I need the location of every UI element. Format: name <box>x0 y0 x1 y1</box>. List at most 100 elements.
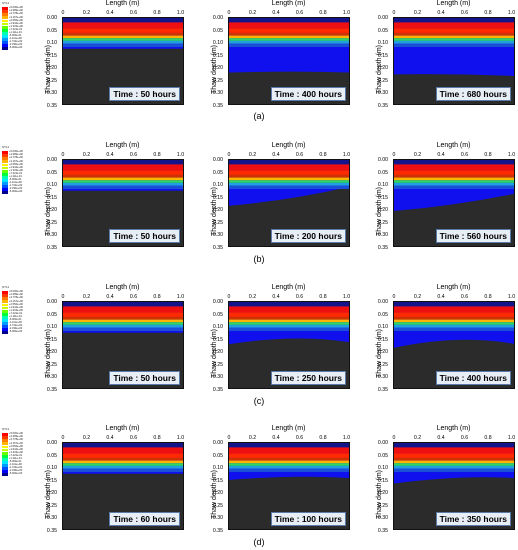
temperature-band <box>229 302 349 307</box>
y-tick-label: 0.10 <box>46 40 57 46</box>
x-tick-label: 0 <box>61 435 65 441</box>
y-tick-label: 0.10 <box>46 465 57 471</box>
x-tick-label: 1.0 <box>507 152 516 158</box>
legend-entry: +1.333e+00 <box>2 25 41 29</box>
legend-entry: +3.778e+00 <box>2 157 41 161</box>
legend-entry: +3.167e+00 <box>2 16 41 20</box>
y-tick-label: 0.15 <box>46 477 57 484</box>
x-tick-label: 0.2 <box>82 435 91 441</box>
contour-svg <box>394 18 514 76</box>
x-tick-label: 1.0 <box>342 294 351 300</box>
legend-swatch <box>2 439 8 443</box>
legend-swatch <box>2 163 8 167</box>
legend-entry: +7.222e-01 <box>2 28 41 32</box>
temperature-band <box>229 319 349 323</box>
legend-entry: -1.722e+00 <box>2 185 41 188</box>
temperature-band <box>229 40 349 44</box>
temperature-band <box>394 170 514 175</box>
legend-entry: -5.000e-01 <box>2 318 41 322</box>
time-label: Time : 680 hours <box>435 87 511 101</box>
time-label: Time : 560 hours <box>435 229 511 243</box>
x-tick-label: 0.6 <box>460 152 469 158</box>
legend-swatch <box>2 160 8 164</box>
temperature-band <box>394 22 514 29</box>
temperature-band <box>63 463 183 466</box>
legend-entry: +2.556e+00 <box>2 19 41 23</box>
temperature-band <box>394 28 514 33</box>
y-tick-label: 0.05 <box>212 452 223 459</box>
temperature-band <box>63 35 183 39</box>
x-tick-label: 0.6 <box>295 10 304 16</box>
temperature-band <box>394 38 514 41</box>
legend-entry: +1.111e-01 <box>2 31 41 35</box>
y-axis-title: Thaw depth (m) <box>211 469 219 520</box>
legend-label: -5.000e+00 <box>9 190 23 194</box>
colorbar-legend: NT11 +5.000e+00 +4.389e+00 +3.778e+00 +3.167… <box>2 286 41 335</box>
legend-swatch <box>2 460 8 464</box>
temperature-band <box>229 453 349 458</box>
legend-swatch <box>2 188 8 192</box>
x-tick-label: 0.6 <box>129 294 138 300</box>
y-tick-label: 0.20 <box>377 490 388 496</box>
x-axis-title: Length (m) <box>436 142 471 149</box>
x-axis-title: Length (m) <box>271 142 306 149</box>
legend-label: -1.722e+00 <box>9 466 23 470</box>
legend-label: +1.111e-01 <box>9 175 22 178</box>
x-axis-title: Length (m) <box>105 0 140 7</box>
temperature-band <box>63 182 183 186</box>
x-tick-label: 0.6 <box>460 10 469 16</box>
temperature-band <box>394 319 514 323</box>
y-axis-title: Thaw depth (m) <box>376 44 384 95</box>
legend-label: +2.556e+00 <box>9 162 23 166</box>
contour-panel: Length (m) 0 0.2 0.4 0.6 0.8 1.0 0.00 0.05 0.10 0.… <box>196 425 351 534</box>
legend-swatch <box>2 303 8 307</box>
legend-entry: +1.944e+00 <box>2 22 41 26</box>
y-tick-label: 0.00 <box>212 15 223 21</box>
legend-swatch <box>2 16 8 20</box>
legend-swatch <box>2 300 8 304</box>
legend-entry: +1.111e-01 <box>2 315 41 319</box>
legend-entry: +5.000e+00 <box>2 7 41 10</box>
y-tick-label: 0.15 <box>46 194 57 201</box>
legend-swatch <box>2 22 8 26</box>
legend-swatch <box>2 322 8 325</box>
x-tick-label: 0.6 <box>295 152 304 158</box>
temperature-band <box>229 460 349 464</box>
y-tick-label: 0.25 <box>377 502 388 509</box>
legend-swatch <box>2 457 8 461</box>
colorbar-legend: NT11 +5.000e+00 +4.389e+00 +3.778e+00 +3.167… <box>2 2 41 51</box>
legend-title: NT11 <box>2 427 10 431</box>
x-tick-label: 0.8 <box>153 294 161 300</box>
y-tick-label: 0.20 <box>212 490 223 496</box>
x-tick-label: 1.0 <box>176 294 185 300</box>
legend-label: +2.556e+00 <box>9 444 23 448</box>
legend-swatch <box>2 10 8 14</box>
legend-entry: +1.111e-01 <box>2 175 41 179</box>
legend-entry: +5.000e+00 <box>2 291 41 294</box>
y-axis-title: Thaw depth (m) <box>376 186 384 237</box>
x-tick-label: 0.2 <box>82 294 91 300</box>
y-tick-label: 0.30 <box>46 232 57 238</box>
legend-entry: +3.778e+00 <box>2 297 41 301</box>
temperature-band <box>229 177 349 181</box>
legend-entry: -1.111e+00 <box>2 182 41 185</box>
y-axis-title: Thaw depth (m) <box>45 186 53 237</box>
y-tick-label: 0.15 <box>377 336 388 343</box>
y-tick-label: 0.00 <box>377 15 388 21</box>
y-axis-title: Thaw depth (m) <box>376 469 384 520</box>
y-tick-label: 0.30 <box>46 374 57 380</box>
y-tick-label: 0.10 <box>377 465 388 471</box>
legend-swatch <box>2 28 8 32</box>
y-tick-label: 0.30 <box>46 515 57 521</box>
legend-entry: +7.222e-01 <box>2 454 41 458</box>
temperature-band <box>394 316 514 320</box>
subfigure-caption: (a) <box>253 111 265 121</box>
y-tick-label: 0.15 <box>212 336 223 343</box>
x-tick-label: 1.0 <box>176 10 185 16</box>
temperature-band <box>63 177 183 181</box>
contour-panel: Length (m) 0 0.2 0.4 0.6 0.8 1.0 0.00 0.05 0.10 0.… <box>361 0 516 109</box>
x-tick-label: 0.4 <box>106 10 114 16</box>
legend-label: -1.722e+00 <box>9 40 23 44</box>
legend-swatch <box>2 328 8 332</box>
y-tick-label: 0.00 <box>377 440 388 446</box>
